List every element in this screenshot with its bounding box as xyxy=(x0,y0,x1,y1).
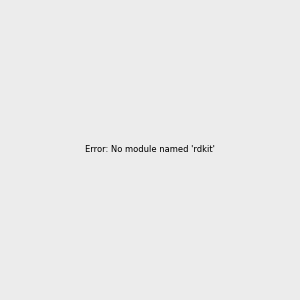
Text: Error: No module named 'rdkit': Error: No module named 'rdkit' xyxy=(85,146,215,154)
